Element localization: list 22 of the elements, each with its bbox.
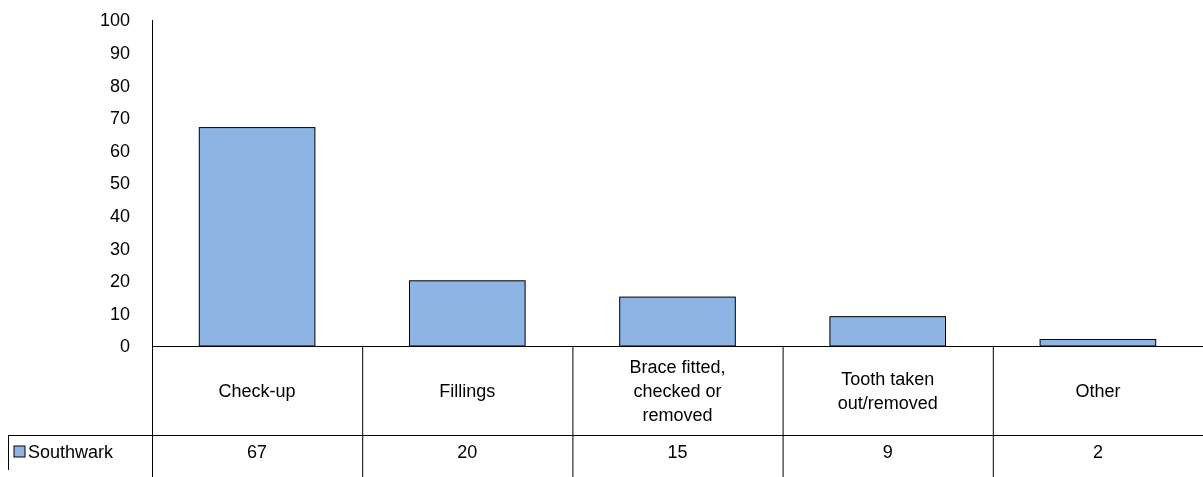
data-label: 15 <box>667 442 688 463</box>
x-tick-label: Check-up <box>218 380 296 401</box>
x-tick-label: Brace fitted, checked or removed <box>629 356 726 425</box>
y-tick-label: 10 <box>109 303 130 324</box>
x-tick-label: Tooth taken out/removed <box>837 368 938 413</box>
x-tick-label: Fillings <box>439 380 496 401</box>
y-tick-label: 70 <box>109 108 130 129</box>
y-tick-label: 30 <box>109 238 130 259</box>
y-tick-label: 20 <box>109 271 130 292</box>
y-tick-label: 100 <box>99 10 130 31</box>
data-label: 67 <box>247 442 268 463</box>
y-tick-label: 80 <box>109 75 130 96</box>
y-tick-label: 60 <box>109 140 130 161</box>
legend-label: Southwark <box>28 442 115 463</box>
y-tick-label: 0 <box>119 336 130 357</box>
y-tick-label: 40 <box>109 205 130 226</box>
data-label: 9 <box>882 442 893 463</box>
data-label: 2 <box>1092 442 1103 463</box>
y-tick-label: 90 <box>109 42 130 63</box>
y-tick-label: 50 <box>109 173 130 194</box>
data-label: 20 <box>457 442 478 463</box>
x-tick-label: Other <box>1075 380 1121 401</box>
